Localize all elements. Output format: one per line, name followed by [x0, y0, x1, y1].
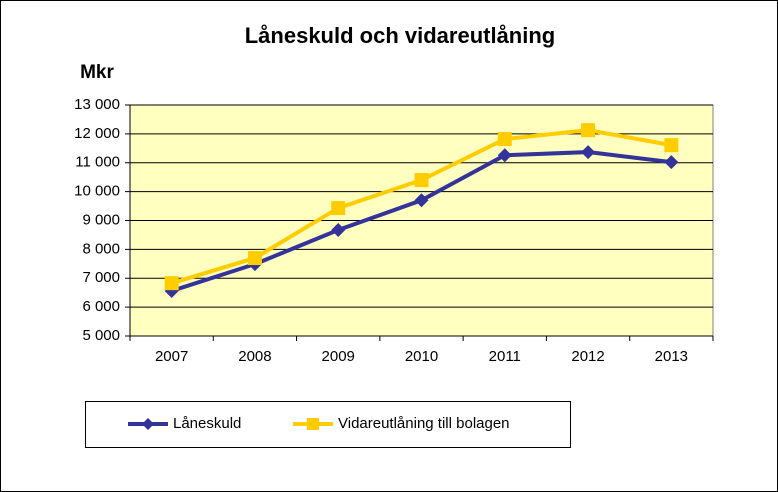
marker [331, 201, 346, 216]
y-tick-label: 10 000 [74, 183, 120, 200]
y-tick-label: 12 000 [74, 125, 120, 142]
marker [664, 155, 679, 170]
y-tick-label: 7 000 [82, 269, 120, 286]
marker [247, 251, 262, 266]
legend-label: Låneskuld [173, 415, 241, 432]
chart-title: Låneskuld och vidareutlåning [245, 23, 556, 48]
marker [581, 123, 596, 138]
marker [497, 148, 512, 163]
y-tick-label: 6 000 [82, 298, 120, 315]
marker [414, 193, 429, 208]
x-tick-label: 2009 [322, 348, 355, 365]
y-tick-label: 13 000 [74, 96, 120, 113]
x-tick-label: 2008 [238, 348, 271, 365]
marker [307, 418, 319, 430]
x-tick-label: 2007 [155, 348, 188, 365]
y-tick-label: 9 000 [82, 211, 120, 228]
marker [331, 223, 346, 238]
y-tick-label: 11 000 [75, 154, 120, 171]
legend-label: Vidareutlåning till bolagen [338, 415, 510, 432]
y-tick-label: 8 000 [82, 240, 120, 257]
x-tick-label: 2011 [489, 348, 521, 365]
x-tick-label: 2013 [655, 348, 688, 365]
marker [164, 276, 179, 291]
marker [497, 132, 512, 147]
marker [142, 418, 154, 430]
marker [664, 138, 679, 153]
x-tick-label: 2010 [405, 348, 438, 365]
marker [414, 173, 429, 188]
marker [581, 145, 596, 160]
x-tick-label: 2012 [571, 348, 604, 365]
y-tick-label: 5 000 [82, 327, 120, 344]
y-axis-label: Mkr [80, 62, 114, 83]
